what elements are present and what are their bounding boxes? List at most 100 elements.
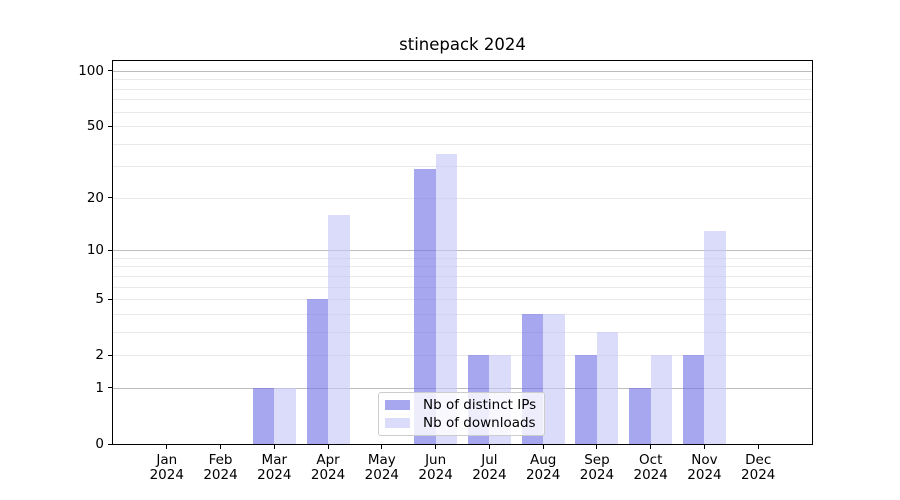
x-tickmark-mar — [273, 445, 275, 449]
bar-downloads-oct — [650, 355, 673, 444]
gridline-minor-50 — [113, 126, 812, 128]
bar-downloads-sep — [596, 331, 619, 444]
x-tick-label-line: 2024 — [418, 466, 453, 483]
x-tick-label-sep: Sep 2024 — [567, 453, 627, 482]
x-tick-label-line: 2024 — [472, 466, 507, 483]
gridline-minor-7 — [113, 275, 812, 277]
x-tick-label-line: Feb — [208, 452, 233, 468]
gridline-minor-40 — [113, 143, 812, 145]
x-tick-label-line: Nov — [691, 452, 718, 468]
x-tick-label-line: 2024 — [525, 466, 561, 483]
x-tickmark-nov — [703, 445, 705, 449]
x-tick-label-line: Oct — [639, 452, 663, 468]
gridline-minor-70 — [113, 99, 812, 101]
x-tick-label-line: Jul — [481, 452, 498, 468]
gridline-major-100 — [113, 70, 812, 72]
gridline-minor-6 — [113, 286, 812, 288]
y-tickmark-5 — [108, 298, 112, 300]
bar-ips-jun — [414, 169, 436, 444]
x-tick-label-line: 2024 — [310, 466, 346, 483]
gridline-minor-9 — [113, 257, 812, 259]
gridline-minor-8 — [113, 266, 812, 268]
legend: Nb of distinct IPs Nb of downloads — [378, 392, 545, 436]
x-tickmark-oct — [650, 445, 652, 449]
gridline-major-1 — [113, 387, 812, 389]
y-tickmark-50 — [108, 125, 112, 127]
gridline-minor-90 — [113, 79, 812, 81]
x-tick-label-line: Apr — [316, 452, 340, 468]
y-tick-label-100: 100 — [78, 62, 104, 79]
x-tickmark-feb — [220, 445, 222, 449]
x-tick-label-line: Jun — [425, 452, 447, 468]
y-tick-label-20: 20 — [86, 189, 104, 206]
bar-downloads-nov — [704, 230, 726, 444]
legend-item-downloads: Nb of downloads — [385, 415, 538, 431]
gridline-minor-30 — [113, 166, 812, 168]
x-tickmark-may — [381, 445, 383, 449]
y-tick-label-0: 0 — [95, 436, 104, 452]
x-tick-label-line: 2024 — [633, 466, 668, 483]
y-tickmark-2 — [108, 354, 112, 356]
x-tick-label-feb: Feb 2024 — [191, 453, 251, 482]
plot-area: Nb of distinct IPs Nb of downloads — [113, 61, 812, 444]
x-tick-label-mar: Mar 2024 — [244, 453, 304, 482]
gridline-minor-2 — [113, 355, 812, 357]
gridline-minor-80 — [113, 88, 812, 90]
x-tick-label-line: 2024 — [364, 466, 400, 483]
y-tickmark-0 — [108, 443, 112, 445]
y-tickmark-1 — [108, 387, 112, 389]
x-tick-label-line: 2024 — [257, 466, 292, 483]
bar-downloads-jun — [435, 154, 458, 444]
y-tick-label-10: 10 — [86, 242, 104, 259]
x-tick-label-jul: Jul 2024 — [459, 453, 519, 482]
x-tickmark-dec — [757, 445, 759, 449]
chart-title: stinepack 2024 — [399, 35, 526, 54]
x-tick-label-dec: Dec 2024 — [728, 453, 788, 482]
y-tick-label-5: 5 — [95, 291, 104, 308]
legend-label-distinct-ips: Nb of distinct IPs — [423, 397, 537, 413]
legend-label-downloads: Nb of downloads — [423, 415, 536, 431]
y-tickmark-20 — [108, 197, 112, 199]
y-tickmark-10 — [108, 249, 112, 251]
x-tick-label-aug: Aug 2024 — [513, 453, 573, 482]
gridline-minor-3 — [113, 331, 812, 333]
gridline-minor-20 — [113, 197, 812, 199]
bar-ips-apr — [306, 299, 329, 444]
x-tick-label-oct: Oct 2024 — [621, 453, 681, 482]
x-tick-label-jan: Jan 2024 — [137, 453, 197, 482]
bar-downloads-aug — [543, 313, 565, 444]
bar-ips-mar — [252, 387, 275, 444]
x-tickmark-aug — [542, 445, 544, 449]
gridline-minor-5 — [113, 299, 812, 301]
x-tick-label-line: Mar — [261, 452, 288, 468]
x-tick-label-line: 2024 — [203, 466, 238, 483]
gridline-minor-60 — [113, 111, 812, 113]
x-tick-label-may: May 2024 — [352, 453, 412, 482]
legend-swatch-distinct-ips — [385, 400, 410, 410]
y-tick-label-50: 50 — [86, 118, 104, 135]
x-tick-label-nov: Nov 2024 — [674, 453, 734, 482]
x-tickmark-jun — [435, 445, 437, 449]
x-tick-label-line: 2024 — [741, 466, 776, 483]
x-tickmark-jan — [166, 445, 168, 449]
y-tick-label-2: 2 — [95, 347, 104, 364]
bar-ips-nov — [682, 355, 705, 444]
bar-downloads-apr — [328, 215, 350, 444]
y-tickmark-100 — [108, 70, 112, 72]
x-tick-label-apr: Apr 2024 — [298, 453, 358, 482]
bar-ips-sep — [575, 355, 597, 444]
x-tick-label-jun: Jun 2024 — [406, 453, 466, 482]
legend-swatch-downloads — [385, 418, 410, 428]
x-tick-label-line: 2024 — [579, 466, 615, 483]
x-tick-label-line: 2024 — [687, 466, 722, 483]
x-tick-label-line: Jan — [156, 452, 178, 468]
bar-ips-oct — [629, 387, 651, 444]
x-tick-label-line: 2024 — [149, 466, 184, 483]
gridline-major-10 — [113, 250, 812, 252]
gridline-minor-4 — [113, 313, 812, 315]
x-tick-label-line: Dec — [745, 452, 772, 468]
legend-item-distinct-ips: Nb of distinct IPs — [385, 397, 538, 413]
y-tick-label-1: 1 — [95, 379, 104, 396]
bar-downloads-mar — [274, 387, 296, 444]
